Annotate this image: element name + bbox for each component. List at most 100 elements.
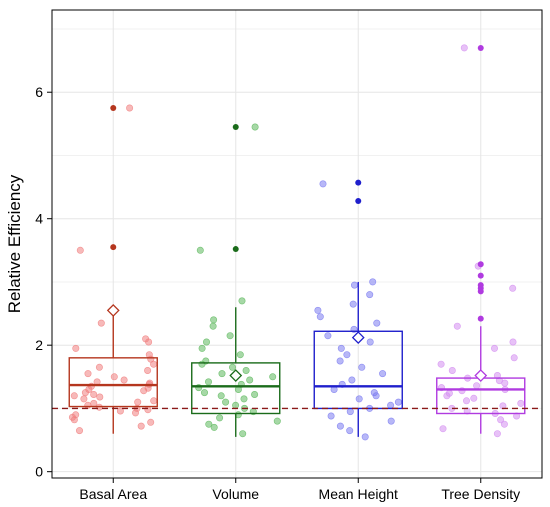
jitter-point [453, 322, 461, 330]
jitter-point [373, 319, 381, 327]
jitter-point [273, 417, 281, 425]
jitter-point [240, 395, 248, 403]
jitter-point [144, 366, 152, 374]
jitter-point [445, 389, 453, 397]
jitter-point [336, 357, 344, 365]
jitter-point [96, 393, 104, 401]
x-tick-label: Basal Area [79, 486, 147, 502]
jitter-point [346, 408, 354, 416]
jitter-point [137, 422, 145, 430]
outlier-point [355, 197, 362, 204]
jitter-point [314, 306, 322, 314]
jitter-point [319, 180, 327, 188]
jitter-point [349, 300, 357, 308]
jitter-point [509, 338, 517, 346]
jitter-point [120, 376, 128, 384]
outlier-point [355, 179, 362, 186]
jitter-point [205, 378, 213, 386]
jitter-point [361, 433, 369, 441]
jitter-point [327, 412, 335, 420]
jitter-point [84, 401, 92, 409]
jitter-point [97, 319, 105, 327]
jitter-point [90, 390, 98, 398]
jitter-point [232, 401, 240, 409]
box-volume [191, 124, 281, 437]
jitter-point [205, 420, 213, 428]
outlier-point [232, 246, 239, 253]
y-tick-label: 2 [35, 337, 43, 353]
jitter-point [509, 284, 517, 292]
jitter-point [216, 414, 224, 422]
jitter-point [355, 395, 363, 403]
jitter-point [147, 418, 155, 426]
x-tick-label: Mean Height [319, 486, 398, 502]
jitter-point [316, 313, 324, 321]
jitter-point [366, 291, 374, 299]
jitter-point [246, 376, 254, 384]
jitter-point [346, 427, 354, 435]
jitter-point [387, 401, 395, 409]
box-iqr [191, 362, 281, 415]
jitter-point [387, 417, 395, 425]
jitter-point [84, 370, 92, 378]
jitter-point [460, 44, 468, 52]
box-tree-density [436, 44, 526, 434]
jitter-point [76, 427, 84, 435]
box-basal-area [68, 105, 158, 434]
jitter-points-layer [68, 44, 525, 441]
box-layer [68, 44, 526, 437]
mean-marker [351, 331, 365, 345]
jitter-point [203, 338, 211, 346]
jitter-point [90, 399, 98, 407]
jitter-point [95, 363, 103, 371]
jitter-point [343, 351, 351, 359]
jitter-point [497, 416, 505, 424]
jitter-point [238, 297, 246, 305]
jitter-point [366, 338, 374, 346]
jitter-point [210, 316, 218, 324]
y-axis-title: Relative Efficiency [5, 174, 24, 313]
outlier-point [477, 272, 484, 279]
plot-border [51, 9, 543, 479]
jitter-point [394, 398, 402, 406]
jitter-point [370, 389, 378, 397]
box-mean-height [313, 179, 403, 437]
jitter-point [462, 397, 470, 405]
jitter-point [437, 360, 445, 368]
y-tick-label: 0 [35, 464, 43, 480]
jitter-point [226, 332, 234, 340]
jitter-point [470, 394, 478, 402]
jitter-point [358, 363, 366, 371]
outlier-point [477, 315, 484, 322]
outlier-point [477, 44, 484, 51]
box-iqr [68, 357, 158, 408]
outlier-point [477, 261, 484, 268]
jitter-point [251, 390, 259, 398]
jitter-point [198, 344, 206, 352]
jitter-point [490, 344, 498, 352]
jitter-point [126, 104, 134, 112]
jitter-point [348, 376, 356, 384]
jitter-point [517, 399, 525, 407]
jitter-point [72, 411, 80, 419]
jitter-point [473, 382, 481, 390]
outlier-point [110, 244, 117, 251]
jitter-point [337, 344, 345, 352]
jitter-point [76, 246, 84, 254]
outlier-point [110, 105, 117, 112]
jitter-point [116, 407, 124, 415]
jitter-point [439, 425, 447, 433]
jitter-point [222, 398, 230, 406]
jitter-point [70, 392, 78, 400]
jitter-point [218, 370, 226, 378]
jitter-point [201, 389, 209, 397]
jitter-point [269, 373, 277, 381]
jitter-point [142, 335, 150, 343]
jitter-point [209, 322, 217, 330]
jitter-point [251, 123, 259, 131]
jitter-point [210, 423, 218, 431]
jitter-point [239, 430, 247, 438]
jitter-point [145, 351, 153, 359]
